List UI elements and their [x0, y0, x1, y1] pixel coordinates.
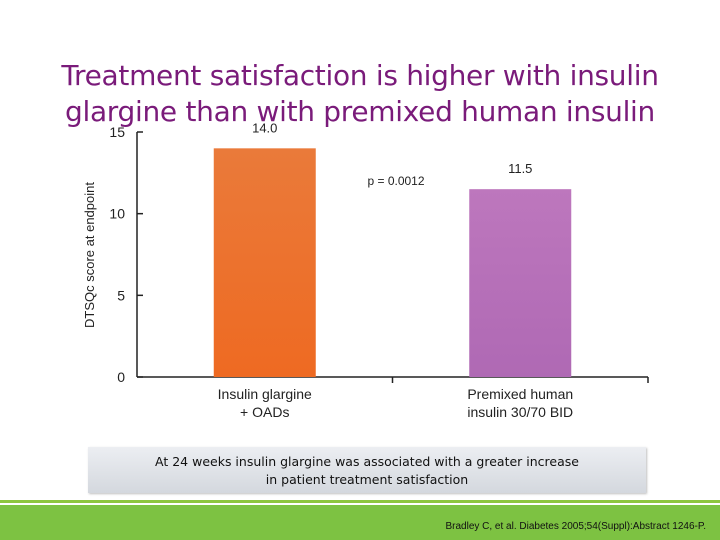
- y-tick-label: 5: [117, 287, 125, 303]
- y-tick-label: 15: [109, 124, 125, 140]
- citation: Bradley C, et al. Diabetes 2005;54(Suppl…: [445, 521, 706, 532]
- footer-band: [0, 505, 720, 540]
- x-category-label-line: Premixed human: [467, 386, 573, 402]
- slide-title: Treatment satisfaction is higher with in…: [0, 58, 720, 130]
- divider-line: [0, 500, 720, 503]
- bar-value-label: 14.0: [252, 120, 277, 135]
- x-category-label: Insulin glargine + OADs: [218, 386, 312, 420]
- slide-title-line-2: glargine than with premixed human insuli…: [65, 95, 655, 128]
- bar-2: [469, 189, 572, 377]
- x-category-label-line: + OADs: [240, 404, 289, 420]
- bar-value-label: 11.5: [508, 161, 532, 176]
- x-category-label-line: Insulin glargine: [218, 386, 312, 402]
- y-tick-label: 10: [109, 206, 125, 222]
- y-tick-label: 0: [117, 369, 125, 385]
- x-category-label: Premixed human insulin 30/70 BID: [467, 386, 573, 420]
- takeaway-text: At 24 weeks insulin glargine was associa…: [88, 453, 646, 489]
- slide-title-line-1: Treatment satisfaction is higher with in…: [61, 59, 659, 92]
- takeaway-box: [88, 447, 646, 493]
- y-axis-label: DTSQc score at endpoint: [82, 182, 97, 328]
- p-value-annotation: p = 0.0012: [367, 174, 424, 188]
- takeaway-line-2: in patient treatment satisfaction: [265, 472, 469, 487]
- bar-1: [213, 148, 316, 377]
- x-category-label-line: insulin 30/70 BID: [467, 404, 573, 420]
- takeaway-line-1: At 24 weeks insulin glargine was associa…: [155, 454, 579, 469]
